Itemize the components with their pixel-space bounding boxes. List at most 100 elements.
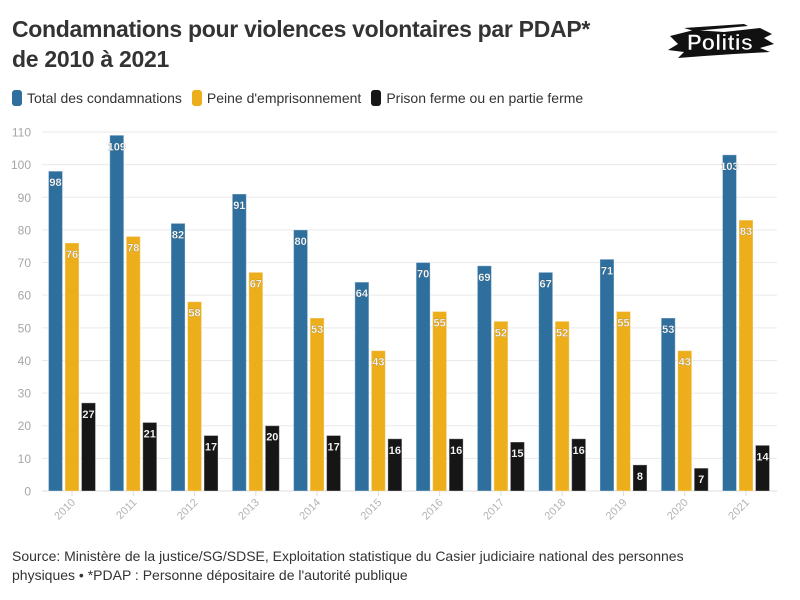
- bar: [632, 464, 648, 492]
- data-label: 67: [250, 278, 262, 290]
- y-tick-label: 20: [18, 419, 32, 433]
- chart-title-line1: Condamnations pour violences volontaires…: [12, 16, 591, 42]
- data-label: 91: [233, 200, 245, 212]
- legend-item-prison-ferme[interactable]: Prison ferme ou en partie ferme: [371, 90, 583, 106]
- y-tick-label: 90: [18, 191, 32, 205]
- data-label: 69: [478, 272, 490, 284]
- logo-brush-line: [684, 24, 748, 31]
- legend-swatch-total: [12, 90, 22, 106]
- source-note: Source: Ministère de la justice/SG/SDSE,…: [12, 547, 792, 585]
- x-axis: 2010 2011 2012 2013 2014 2015 2016 2017 2018 2019…: [52, 491, 752, 522]
- x-tick-label: 2018: [543, 497, 569, 523]
- y-tick-label: 80: [18, 223, 32, 237]
- x-tick-label: 2012: [175, 497, 201, 523]
- source-line2: physiques • *PDAP : Personne dépositaire…: [12, 567, 408, 583]
- bar: [231, 193, 247, 492]
- grid-lines: [42, 131, 777, 492]
- data-label: 43: [679, 357, 691, 369]
- bar: [354, 281, 370, 492]
- source-line1: Source: Ministère de la justice/SG/SDSE,…: [12, 548, 684, 564]
- data-label: 70: [417, 269, 429, 281]
- data-label: 53: [311, 324, 323, 336]
- bar: [415, 262, 431, 492]
- chart-title-line2: de 2010 à 2021: [12, 46, 169, 72]
- x-tick-label: 2013: [236, 497, 262, 523]
- chart-legend: Total des condamnations Peine d'emprison…: [12, 90, 593, 106]
- bar: [476, 265, 492, 492]
- y-tick-label: 60: [18, 289, 32, 303]
- bar: [554, 320, 570, 492]
- bar: [722, 154, 737, 492]
- y-tick-label: 30: [18, 387, 32, 401]
- bar: [599, 258, 615, 492]
- bar: [432, 311, 448, 492]
- bar: [64, 242, 80, 492]
- legend-item-total[interactable]: Total des condamnations: [12, 90, 182, 106]
- bar: [326, 435, 342, 492]
- bar: [109, 134, 125, 492]
- legend-swatch-prison-ferme: [371, 90, 382, 106]
- data-label: 16: [450, 445, 462, 457]
- data-label: 109: [108, 141, 126, 153]
- x-tick-label: 2019: [604, 497, 630, 523]
- logo-brush-stroke: [668, 28, 774, 58]
- data-label: 82: [172, 229, 184, 241]
- legend-label-prison-ferme: Prison ferme ou en partie ferme: [386, 90, 584, 106]
- bar: [81, 402, 96, 492]
- data-label: 43: [372, 357, 384, 369]
- bar: [448, 438, 464, 492]
- y-tick-label: 10: [18, 452, 32, 466]
- y-tick-label: 100: [11, 158, 31, 172]
- bar: [677, 350, 693, 492]
- x-tick-label: 2010: [52, 497, 78, 523]
- data-label: 14: [756, 451, 769, 463]
- y-axis: 0 10 20 30 40 50 60 70 80 90 100 110: [11, 126, 31, 499]
- bar: [309, 317, 325, 492]
- y-tick-label: 0: [24, 485, 31, 499]
- data-label: 58: [188, 308, 200, 320]
- bar: [48, 170, 63, 492]
- bar: [615, 311, 631, 492]
- data-labels: 9876271097821825817916720805317644316705…: [49, 141, 770, 486]
- data-label: 55: [434, 318, 446, 330]
- bar: [293, 229, 309, 492]
- bar: [493, 320, 509, 492]
- x-tick-label: 2015: [359, 497, 385, 523]
- data-label: 64: [356, 288, 369, 300]
- data-label: 52: [495, 327, 507, 339]
- logo-text: Politis: [687, 30, 753, 55]
- y-tick-label: 50: [18, 321, 32, 335]
- data-label: 53: [662, 324, 674, 336]
- data-label: 20: [266, 432, 278, 444]
- data-label: 98: [49, 177, 61, 189]
- bar: [738, 219, 754, 492]
- data-label: 15: [511, 448, 523, 460]
- bar: [755, 444, 770, 492]
- data-label: 71: [601, 265, 613, 277]
- politis-logo: Politis: [668, 24, 774, 58]
- data-label: 83: [740, 226, 752, 238]
- legend-label-total: Total des condamnations: [27, 90, 182, 106]
- data-label: 55: [617, 318, 629, 330]
- y-tick-label: 40: [18, 354, 32, 368]
- bar: [571, 438, 587, 492]
- data-label: 16: [573, 445, 585, 457]
- legend-item-emprisonnement[interactable]: Peine d'emprisonnement: [191, 90, 361, 106]
- data-label: 103: [720, 161, 738, 173]
- bar: [187, 301, 203, 492]
- data-label: 78: [127, 242, 139, 254]
- x-tick-label: 2016: [420, 497, 446, 523]
- bar: [264, 425, 280, 492]
- data-label: 76: [66, 249, 78, 261]
- bar: [538, 271, 554, 492]
- y-tick-label: 110: [12, 126, 31, 140]
- data-label: 17: [205, 442, 217, 454]
- bar: [693, 467, 709, 492]
- data-label: 52: [556, 327, 568, 339]
- data-label: 17: [327, 442, 339, 454]
- bar: [142, 421, 158, 492]
- x-tick-label: 2017: [481, 497, 507, 523]
- data-label: 67: [540, 278, 552, 290]
- data-label: 7: [698, 474, 704, 486]
